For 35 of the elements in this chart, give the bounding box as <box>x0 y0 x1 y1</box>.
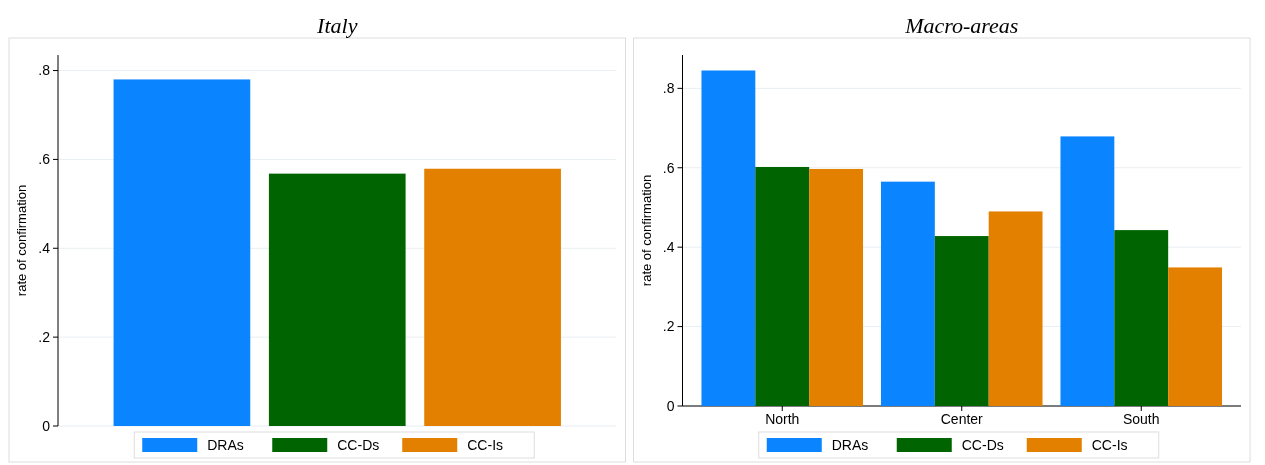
y-axis-title: rate of confirmation <box>638 174 654 287</box>
y-tick-label: .6 <box>38 151 51 168</box>
y-tick-label: 0 <box>666 397 675 414</box>
y-tick-label: .8 <box>662 80 675 97</box>
bar <box>113 79 251 426</box>
legend-label: CC-Ds <box>337 436 380 453</box>
bar <box>755 166 810 406</box>
y-tick-label: 0 <box>42 417 51 434</box>
chart-title: Italy <box>316 13 358 38</box>
bar <box>809 168 864 406</box>
legend-label: DRAs <box>831 436 869 453</box>
bar <box>701 70 756 406</box>
legend-label: DRAs <box>207 436 244 453</box>
legend-label: CC-Is <box>1091 436 1128 453</box>
bar <box>268 173 406 426</box>
y-tick-label: .4 <box>662 239 675 256</box>
legend-label: CC-Is <box>467 436 504 453</box>
x-tick-label: North <box>765 411 800 427</box>
y-tick-label: .4 <box>38 240 51 257</box>
bar <box>424 168 561 426</box>
y-tick-label: .2 <box>38 329 51 346</box>
bar <box>988 211 1043 406</box>
bar <box>934 236 989 406</box>
y-tick-label: .8 <box>38 62 51 79</box>
bar <box>1168 267 1223 406</box>
y-axis-title: rate of confirmation <box>14 184 29 297</box>
x-tick-label: South <box>1122 411 1160 427</box>
x-tick-label: Center <box>940 411 984 427</box>
legend-label: CC-Ds <box>961 436 1004 453</box>
bar <box>1060 136 1115 406</box>
y-tick-label: .6 <box>662 159 675 176</box>
bar <box>1114 230 1169 406</box>
bar <box>880 181 935 406</box>
chart-title: Macro-areas <box>904 13 1019 38</box>
y-tick-label: .2 <box>662 318 675 335</box>
